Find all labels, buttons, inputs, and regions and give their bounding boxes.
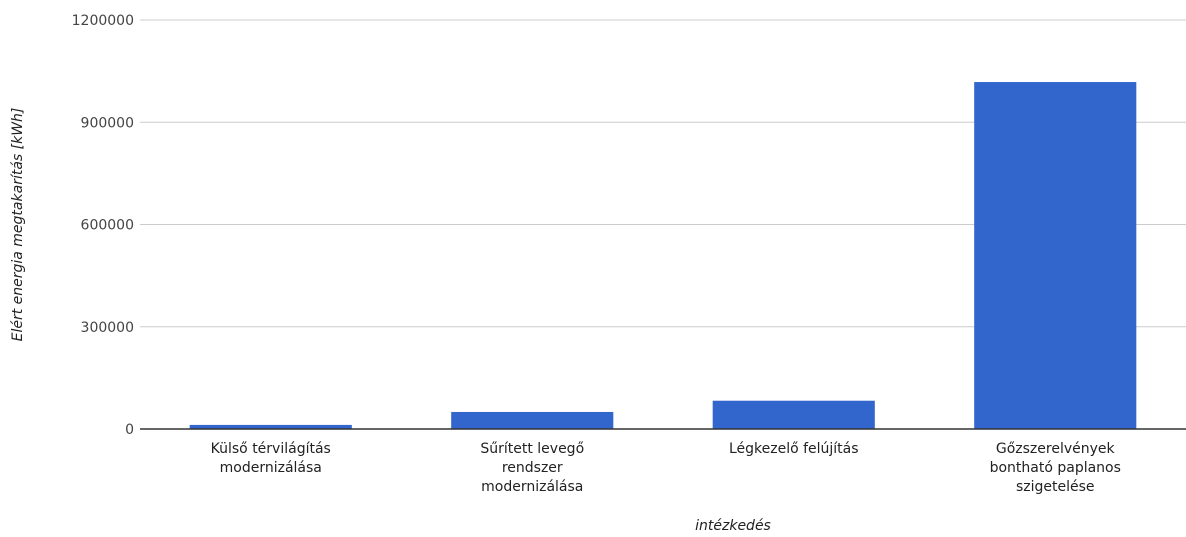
y-tick-label: 600000 <box>81 218 134 234</box>
category-label-line: Gőzszerelvények <box>996 441 1116 457</box>
category-label: Sűrített levegő rendszer modernizálása <box>480 441 584 495</box>
category-label-line: Sűrített levegő <box>480 441 584 457</box>
category-label-line: modernizálása <box>220 460 322 476</box>
x-tick-labels: Külső térvilágítás modernizálásaSűrített … <box>211 441 1121 495</box>
category-label: Gőzszerelvények bontható paplanos szigetel… <box>990 441 1121 495</box>
category-label-line: bontható paplanos <box>990 460 1121 476</box>
y-tick-label: 300000 <box>81 320 134 336</box>
category-label-line: rendszer <box>502 460 563 476</box>
y-axis-title: Elért energia megtakarítás [kWh] <box>10 108 26 342</box>
category-label-line: modernizálása <box>481 479 583 495</box>
bar <box>974 82 1137 429</box>
y-tick-label: 900000 <box>81 115 134 131</box>
category-label: Légkezelő felújítás <box>729 441 859 457</box>
x-axis-title: intézkedés <box>695 518 771 534</box>
bar <box>189 424 352 429</box>
bars <box>189 82 1137 429</box>
bar <box>712 400 875 429</box>
y-tick-label: 1200000 <box>72 13 134 29</box>
category-label-line: Külső térvilágítás <box>211 441 331 457</box>
category-label-line: Légkezelő felújítás <box>729 441 859 457</box>
category-label-line: szigetelése <box>1016 479 1095 495</box>
y-tick-label: 0 <box>125 422 134 438</box>
bar <box>451 411 614 429</box>
y-tick-labels: 0 300000 600000 900000 1200000 <box>72 13 134 438</box>
category-label: Külső térvilágítás modernizálása <box>211 441 331 476</box>
